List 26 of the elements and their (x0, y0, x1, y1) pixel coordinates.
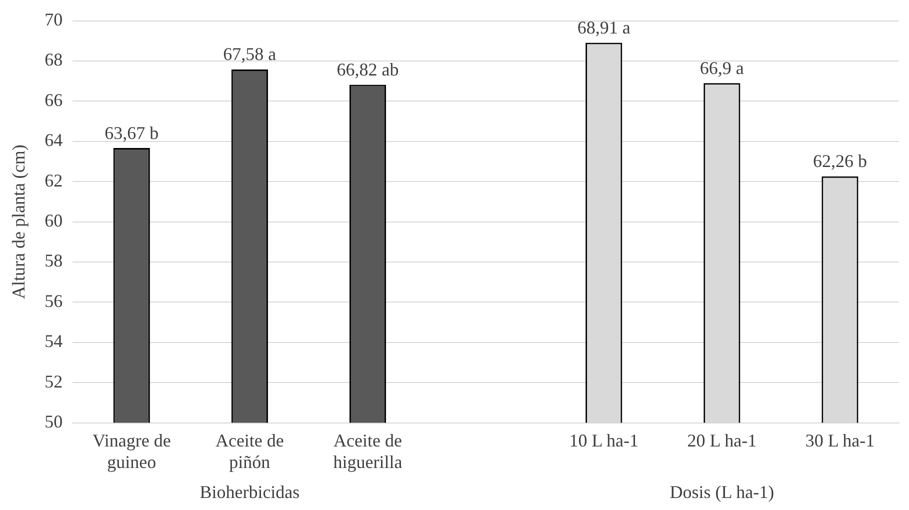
y-tick-label: 50 (44, 412, 63, 432)
x-tick-label: 20 L ha-1 (687, 430, 757, 450)
y-tick-label: 70 (44, 10, 63, 30)
x-tick-label: Aceite de higuerilla (333, 430, 402, 472)
y-axis-title: Altura de planta (cm) (8, 144, 29, 300)
data-label: 66,9 a (700, 58, 744, 78)
text: Dosis (L ha-1) (670, 482, 774, 502)
y-tick-label: 62 (44, 170, 63, 190)
data-label: 66,82 ab (336, 59, 399, 80)
x-tick-label: 30 L ha-1 (805, 430, 875, 450)
data-label: 63,67 b (104, 122, 159, 143)
x-tick-label: Aceite de piñón (215, 430, 284, 472)
y-tick-label: 58 (44, 250, 63, 271)
x-tick-label: Vinagre de guineo (92, 430, 171, 472)
y-tick-label: 60 (44, 210, 63, 231)
y-tick-label: 68 (44, 50, 63, 70)
y-tick-label: 64 (44, 130, 63, 150)
y-tick-label: 66 (44, 90, 63, 110)
y-tick-label: 52 (44, 371, 63, 392)
x-tick-label: 10 L ha-1 (569, 430, 639, 450)
y-tick-label: 54 (44, 331, 63, 352)
data-label: 67,58 a (223, 44, 276, 64)
y-tick-label: 56 (44, 290, 63, 311)
data-label: 68,91 a (577, 17, 630, 38)
data-label: 62,26 b (812, 151, 867, 172)
text: Bioherbicidas (200, 482, 300, 502)
